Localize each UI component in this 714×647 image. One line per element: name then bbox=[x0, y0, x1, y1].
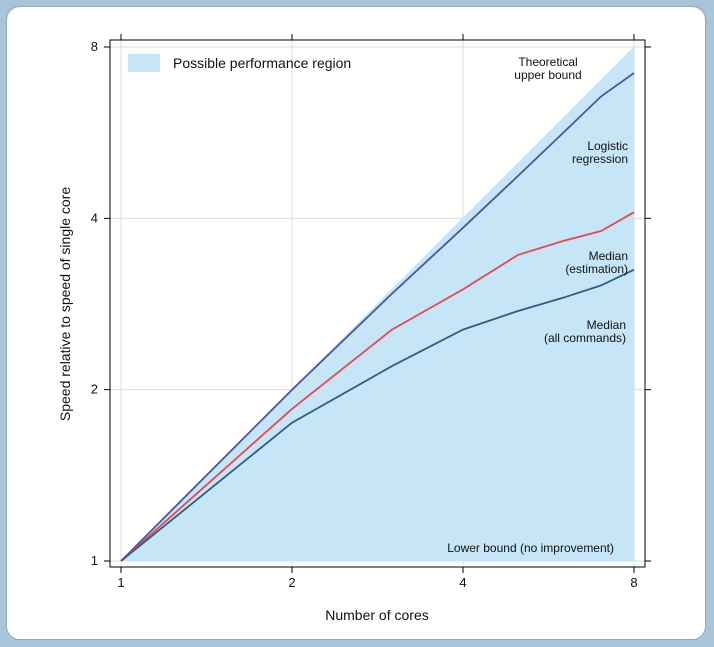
series-line-logistic-regression bbox=[120, 72, 635, 562]
series-label-line: (estimation) bbox=[565, 262, 628, 276]
series-label-logistic-regression: Logistic regression bbox=[572, 139, 628, 166]
series-layer bbox=[120, 46, 635, 562]
x-tick-label: 8 bbox=[630, 575, 637, 590]
series-label-line: regression bbox=[572, 152, 628, 166]
x-tick-label: 2 bbox=[288, 575, 295, 590]
y-tick-label: 4 bbox=[91, 210, 98, 225]
series-label-line: Theoretical bbox=[518, 55, 577, 69]
legend-label: Possible performance region bbox=[173, 55, 351, 71]
series-labels: Theoretical upper bound Logistic regression… bbox=[514, 55, 628, 345]
series-line-median-estimation- bbox=[120, 211, 635, 562]
lower-bound-annotation: Lower bound (no improvement) bbox=[447, 541, 614, 555]
series-label-theoretical-upper-bound: Theoretical upper bound bbox=[514, 55, 581, 82]
x-axis-title: Number of cores bbox=[325, 607, 428, 623]
series-label-line: Median bbox=[589, 249, 628, 263]
series-label-line: upper bound bbox=[514, 68, 581, 82]
y-tick-label: 1 bbox=[91, 553, 98, 568]
series-label-median-estimation-: Median (estimation) bbox=[565, 249, 628, 276]
y-tick-label: 8 bbox=[91, 39, 98, 54]
series-label-line: Median bbox=[587, 318, 626, 332]
series-label-line: Logistic bbox=[587, 139, 628, 153]
x-tick-label: 4 bbox=[459, 575, 466, 590]
y-tick-label: 2 bbox=[91, 382, 98, 397]
legend-swatch bbox=[128, 54, 160, 72]
series-line-median-all-commands- bbox=[120, 268, 635, 562]
y-axis-title: Speed relative to speed of single core bbox=[57, 187, 73, 421]
series-label-median-all-commands-: Median (all commands) bbox=[544, 318, 626, 345]
plot-area-border bbox=[109, 39, 646, 568]
x-tick-label: 1 bbox=[117, 575, 124, 590]
series-label-line: (all commands) bbox=[544, 331, 626, 345]
